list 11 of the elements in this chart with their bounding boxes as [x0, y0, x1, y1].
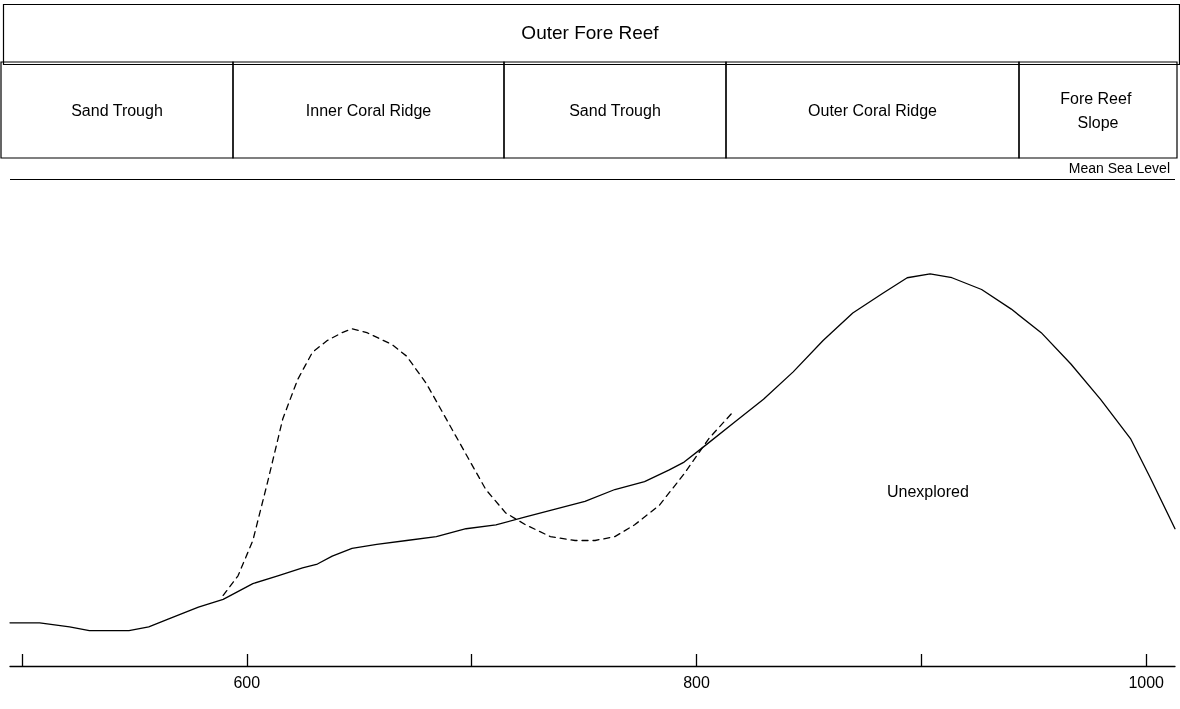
ref-line-label: Mean Sea Level: [1068, 159, 1170, 176]
annotation: Unexplored: [887, 482, 969, 500]
text: Sand Trough: [71, 101, 163, 119]
text: Sand Trough: [569, 101, 661, 119]
text: Inner Coral Ridge: [305, 101, 432, 119]
text: Fore Reef Slope: [1060, 89, 1136, 131]
x-tick-label: 1000: [1128, 673, 1165, 691]
x-tick-label: 800: [683, 673, 710, 691]
text: Outer Coral Ridge: [808, 101, 938, 119]
x-tick-label: 600: [233, 673, 261, 691]
chart-title: Outer Fore Reef: [521, 22, 660, 43]
